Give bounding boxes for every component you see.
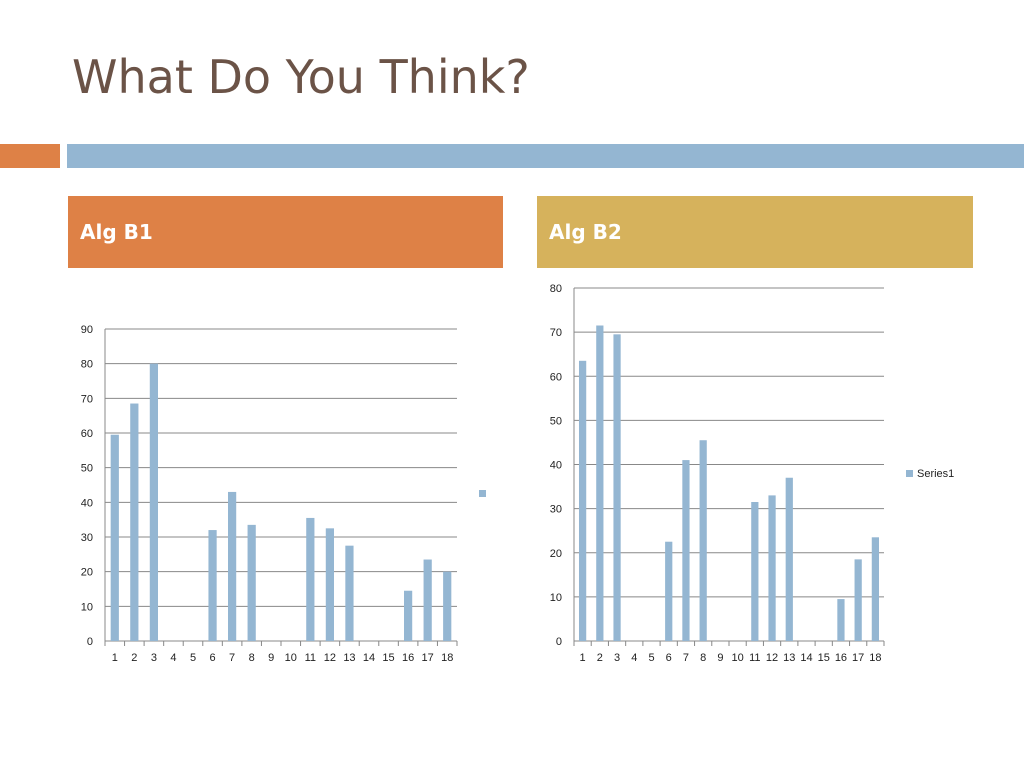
chart2-y-tick-label: 30: [550, 504, 562, 516]
chart2-x-tick-label: 10: [731, 652, 743, 664]
chart1-x-tick-label: 18: [441, 652, 453, 664]
chart1-bar: [404, 590, 413, 641]
chart1-x-tick-label: 16: [402, 652, 414, 664]
chart2-x-tick-label: 18: [869, 652, 881, 664]
chart1-bar: [228, 491, 237, 641]
chart2-bar: [768, 495, 776, 641]
chart1-bar: [325, 528, 334, 641]
chart1-x-tick-label: 13: [343, 652, 355, 664]
slide-title: What Do You Think?: [72, 50, 530, 104]
chart1-y-tick-label: 70: [81, 393, 93, 405]
chart1-x-tick-label: 14: [363, 652, 375, 664]
chart1-y-tick-label: 90: [81, 324, 93, 336]
chart1-y-tick-label: 30: [81, 532, 93, 544]
chart1-bar: [306, 517, 315, 641]
chart2-y-tick-label: 20: [550, 548, 562, 560]
chart1-x-tick-label: 9: [268, 652, 274, 664]
chart2-x-tick-label: 4: [631, 652, 637, 664]
chart1-bar: [443, 571, 452, 641]
chart1-x-tick-label: 12: [324, 652, 336, 664]
chart1-bar: [423, 559, 432, 641]
orange-accent-bar: [0, 144, 60, 168]
chart2-y-tick-label: 80: [550, 283, 562, 295]
chart1-bar: [208, 530, 217, 641]
chart1-bar: [149, 363, 158, 641]
chart1-bar: [130, 403, 139, 641]
chart2-x-tick-label: 2: [597, 652, 603, 664]
chart1-y-tick-label: 60: [81, 428, 93, 440]
chart1-legend-marker: [479, 490, 486, 497]
chart2-bar: [837, 599, 845, 641]
chart2-bar: [613, 334, 621, 641]
chart1-x-tick-label: 7: [229, 652, 235, 664]
chart2-x-tick-label: 8: [700, 652, 706, 664]
chart2-bar: [854, 559, 862, 641]
chart1-y-tick-label: 50: [81, 463, 93, 475]
chart2-bar: [751, 502, 759, 641]
chart2-x-tick-label: 3: [614, 652, 620, 664]
chart1-x-tick-label: 4: [170, 652, 176, 664]
chart2-bar: [578, 360, 587, 641]
chart1-y-tick-label: 40: [81, 497, 93, 509]
panel-header-alg-b2: Alg B2: [537, 196, 973, 268]
chart1-bar: [247, 524, 256, 641]
chart1-x-tick-label: 2: [131, 652, 137, 664]
chart1-x-tick-label: 6: [209, 652, 215, 664]
chart1-x-tick-label: 11: [305, 652, 316, 664]
chart1-y-tick-label: 80: [81, 359, 93, 371]
chart2-y-tick-label: 60: [550, 371, 562, 383]
chart1-x-tick-label: 8: [249, 652, 255, 664]
chart2-x-tick-label: 7: [683, 652, 689, 664]
chart1-x-tick-label: 17: [422, 652, 434, 664]
chart2-x-tick-label: 9: [717, 652, 723, 664]
chart2-bar: [596, 325, 604, 641]
chart2-x-tick-label: 15: [818, 652, 830, 664]
chart1-y-tick-label: 0: [87, 636, 93, 648]
chart1-y-tick-label: 20: [81, 567, 93, 579]
chart2-bar: [665, 541, 673, 641]
chart1-x-tick-label: 15: [382, 652, 394, 664]
chart2-x-tick-label: 16: [835, 652, 847, 664]
chart2-bar: [785, 477, 793, 641]
chart2-bar: [699, 440, 707, 641]
chart2-x-tick-label: 14: [800, 652, 812, 664]
chart1-x-tick-label: 3: [151, 652, 157, 664]
chart2-y-tick-label: 50: [550, 415, 562, 427]
chart2-y-tick-label: 70: [550, 327, 562, 339]
chart2-x-tick-label: 6: [666, 652, 672, 664]
chart1-bar: [110, 434, 119, 641]
chart1-y-tick-label: 10: [81, 601, 93, 613]
chart2-y-tick-label: 40: [550, 460, 562, 472]
chart2-bar: [682, 460, 690, 641]
chart2-x-tick-label: 11: [749, 652, 760, 664]
chart2-x-tick-label: 17: [852, 652, 864, 664]
chart2-x-tick-label: 5: [648, 652, 654, 664]
chart2-y-tick-label: 0: [556, 636, 562, 648]
chart2-x-tick-label: 13: [783, 652, 795, 664]
chart1-x-tick-label: 5: [190, 652, 196, 664]
chart2-bar: [871, 537, 880, 641]
chart2-x-tick-label: 12: [766, 652, 778, 664]
chart2-y-tick-label: 10: [550, 592, 562, 604]
chart2-legend-label: Series1: [917, 468, 954, 480]
chart1-bar: [345, 545, 354, 641]
panel-header-alg-b1: Alg B1: [68, 196, 503, 268]
blue-accent-bar: [67, 144, 1024, 168]
chart2-legend-marker: [906, 470, 913, 477]
chart1-x-tick-label: 10: [285, 652, 297, 664]
chart2-x-tick-label: 1: [580, 652, 586, 664]
chart1-x-tick-label: 1: [112, 652, 118, 664]
